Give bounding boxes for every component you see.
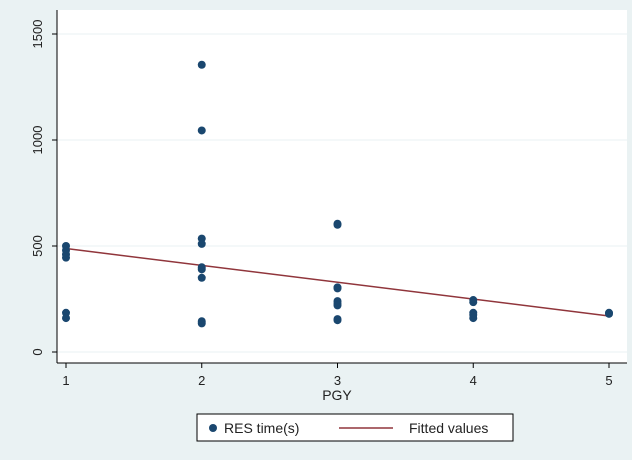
data-point-5 [62, 314, 70, 323]
data-point-25 [469, 298, 478, 307]
fitted-line [65, 247, 610, 317]
data-point-28 [469, 314, 478, 323]
data-point-14 [197, 319, 206, 328]
x-tick-label-2: 2 [198, 373, 205, 388]
data-point-30 [605, 309, 613, 318]
data-point-12 [197, 273, 206, 282]
data-point-9 [197, 239, 206, 248]
data-point-3 [62, 253, 70, 262]
data-point-7 [197, 126, 206, 135]
grid-lines [57, 33, 627, 353]
legend-label-res-time: RES time(s) [224, 420, 299, 436]
data-point-23 [333, 316, 342, 325]
data-point-18 [333, 284, 342, 293]
plot-area [57, 10, 627, 363]
legend: RES time(s) Fitted values [196, 413, 514, 442]
x-axis-title: PGY [322, 387, 352, 403]
y-tick-label-1000: 1000 [30, 126, 45, 155]
x-tick-label-4: 4 [470, 373, 477, 388]
data-point-6 [197, 60, 206, 69]
y-tick-label-0: 0 [30, 348, 45, 355]
x-tick-label-3: 3 [334, 373, 341, 388]
scatter-series [62, 60, 613, 328]
x-tick-label-5: 5 [605, 373, 612, 388]
fitted-line-series [65, 247, 610, 317]
y-tick-label-500: 500 [30, 235, 45, 257]
legend-marker-res-time [209, 424, 217, 432]
data-point-11 [197, 265, 206, 274]
legend-label-fitted: Fitted values [409, 420, 488, 436]
y-axis-ticks: 0 500 1000 1500 [30, 20, 57, 356]
y-tick-label-1500: 1500 [30, 20, 45, 49]
data-point-16 [333, 220, 342, 229]
data-point-21 [333, 301, 342, 310]
x-axis-ticks: 1 2 3 4 5 [62, 363, 613, 388]
x-tick-label-1: 1 [62, 373, 69, 388]
